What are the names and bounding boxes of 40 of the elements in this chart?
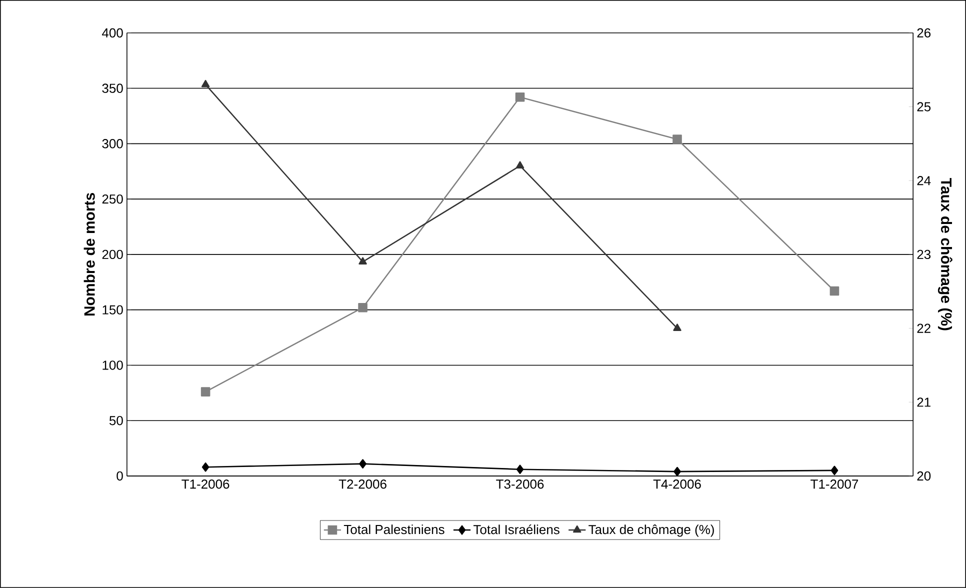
y-tick-label: 150 <box>102 305 123 314</box>
y2-axis-title: Taux de chômage (%) <box>938 178 952 330</box>
x-tick-label: T1-2006 <box>182 480 230 489</box>
y2-tick-label: 20 <box>917 471 931 481</box>
y-axis-title: Nombre de morts <box>84 193 95 316</box>
legend-label: Total Palestiniens <box>344 524 444 534</box>
y-tick-label: 100 <box>102 360 123 370</box>
x-tick-label: T2-2006 <box>338 480 386 489</box>
x-tick-label: T1-2007 <box>810 480 858 489</box>
point <box>515 92 525 102</box>
y2-tick-label: 22 <box>917 324 930 333</box>
legend-label: Taux de chômage (%) <box>588 524 714 537</box>
y2-tick-label: 26 <box>917 28 931 38</box>
point <box>674 466 681 476</box>
x-tick-label: T3-2006 <box>496 480 544 489</box>
point <box>202 462 210 472</box>
point <box>830 466 838 476</box>
point <box>201 80 210 88</box>
point <box>359 459 366 468</box>
point <box>516 464 524 474</box>
y-tick-label: 0 <box>116 471 123 481</box>
legend-label: Total Israéliens <box>473 524 560 534</box>
y-tick-label: 350 <box>102 84 123 93</box>
point <box>200 387 210 396</box>
point <box>358 303 368 312</box>
y-tick-label: 50 <box>109 416 123 426</box>
y2-tick-label: 24 <box>917 176 931 186</box>
y2-tick-label: 25 <box>917 102 931 112</box>
y-tick-label: 400 <box>102 28 123 38</box>
point <box>516 161 524 169</box>
point <box>830 286 840 296</box>
x-tick-label: T4-2006 <box>653 480 701 489</box>
y2-tick-label: 21 <box>917 398 930 407</box>
point <box>673 324 682 331</box>
y-tick-label: 250 <box>102 194 123 204</box>
y-tick-label: 300 <box>102 139 123 148</box>
point <box>358 257 367 265</box>
point <box>672 134 682 144</box>
y-tick-label: 200 <box>102 250 123 260</box>
y2-tick-label: 23 <box>917 250 931 260</box>
